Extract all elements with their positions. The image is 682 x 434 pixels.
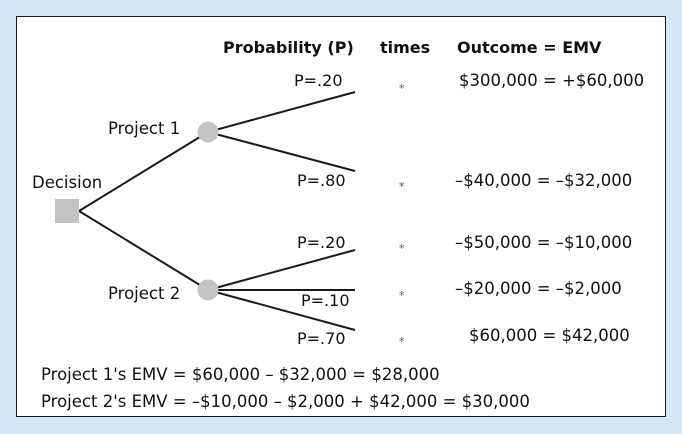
branch-outcome: –$20,000 = –$2,000 xyxy=(455,279,622,298)
project1-label: Project 1 xyxy=(108,119,181,138)
branch-project2-outcome-1 xyxy=(207,249,356,291)
branch-outcome: $60,000 = $42,000 xyxy=(469,326,630,345)
branch-project1-outcome-2 xyxy=(207,131,356,172)
branch-probability: P=.20 xyxy=(297,233,346,252)
chance-node-project1 xyxy=(197,121,219,143)
branch-outcome: –$40,000 = –$32,000 xyxy=(455,171,633,190)
times-symbol: * xyxy=(399,180,405,193)
branch-probability: P=.70 xyxy=(297,329,346,348)
branch-decision-project2 xyxy=(78,210,209,291)
times-symbol: * xyxy=(399,289,405,302)
times-symbol: * xyxy=(399,242,405,255)
header-probability: Probability (P) xyxy=(223,38,354,57)
project2-label: Project 2 xyxy=(108,284,181,303)
chance-node-project2 xyxy=(197,279,219,301)
header-outcome-emv: Outcome = EMV xyxy=(457,38,602,57)
branch-probability: P=.10 xyxy=(301,291,350,310)
decision-label: Decision xyxy=(32,173,103,192)
decision-tree-panel: Probability (P) times Outcome = EMV Deci… xyxy=(16,16,666,417)
times-symbol: * xyxy=(399,82,405,95)
branch-outcome: –$50,000 = –$10,000 xyxy=(455,233,633,252)
header-times: times xyxy=(380,38,431,57)
branch-decision-project1 xyxy=(78,131,209,212)
project1-emv-summary: Project 1's EMV = $60,000 – $32,000 = $2… xyxy=(41,365,440,384)
branch-project2-outcome-3 xyxy=(207,289,356,331)
branch-probability: P=.80 xyxy=(297,171,346,190)
project2-emv-summary: Project 2's EMV = –$10,000 – $2,000 + $4… xyxy=(41,392,530,411)
times-symbol: * xyxy=(399,335,405,348)
branch-outcome: $300,000 = +$60,000 xyxy=(459,71,645,90)
branch-project1-outcome-1 xyxy=(207,91,356,133)
branch-probability: P=.20 xyxy=(294,71,343,90)
decision-node xyxy=(55,199,79,223)
